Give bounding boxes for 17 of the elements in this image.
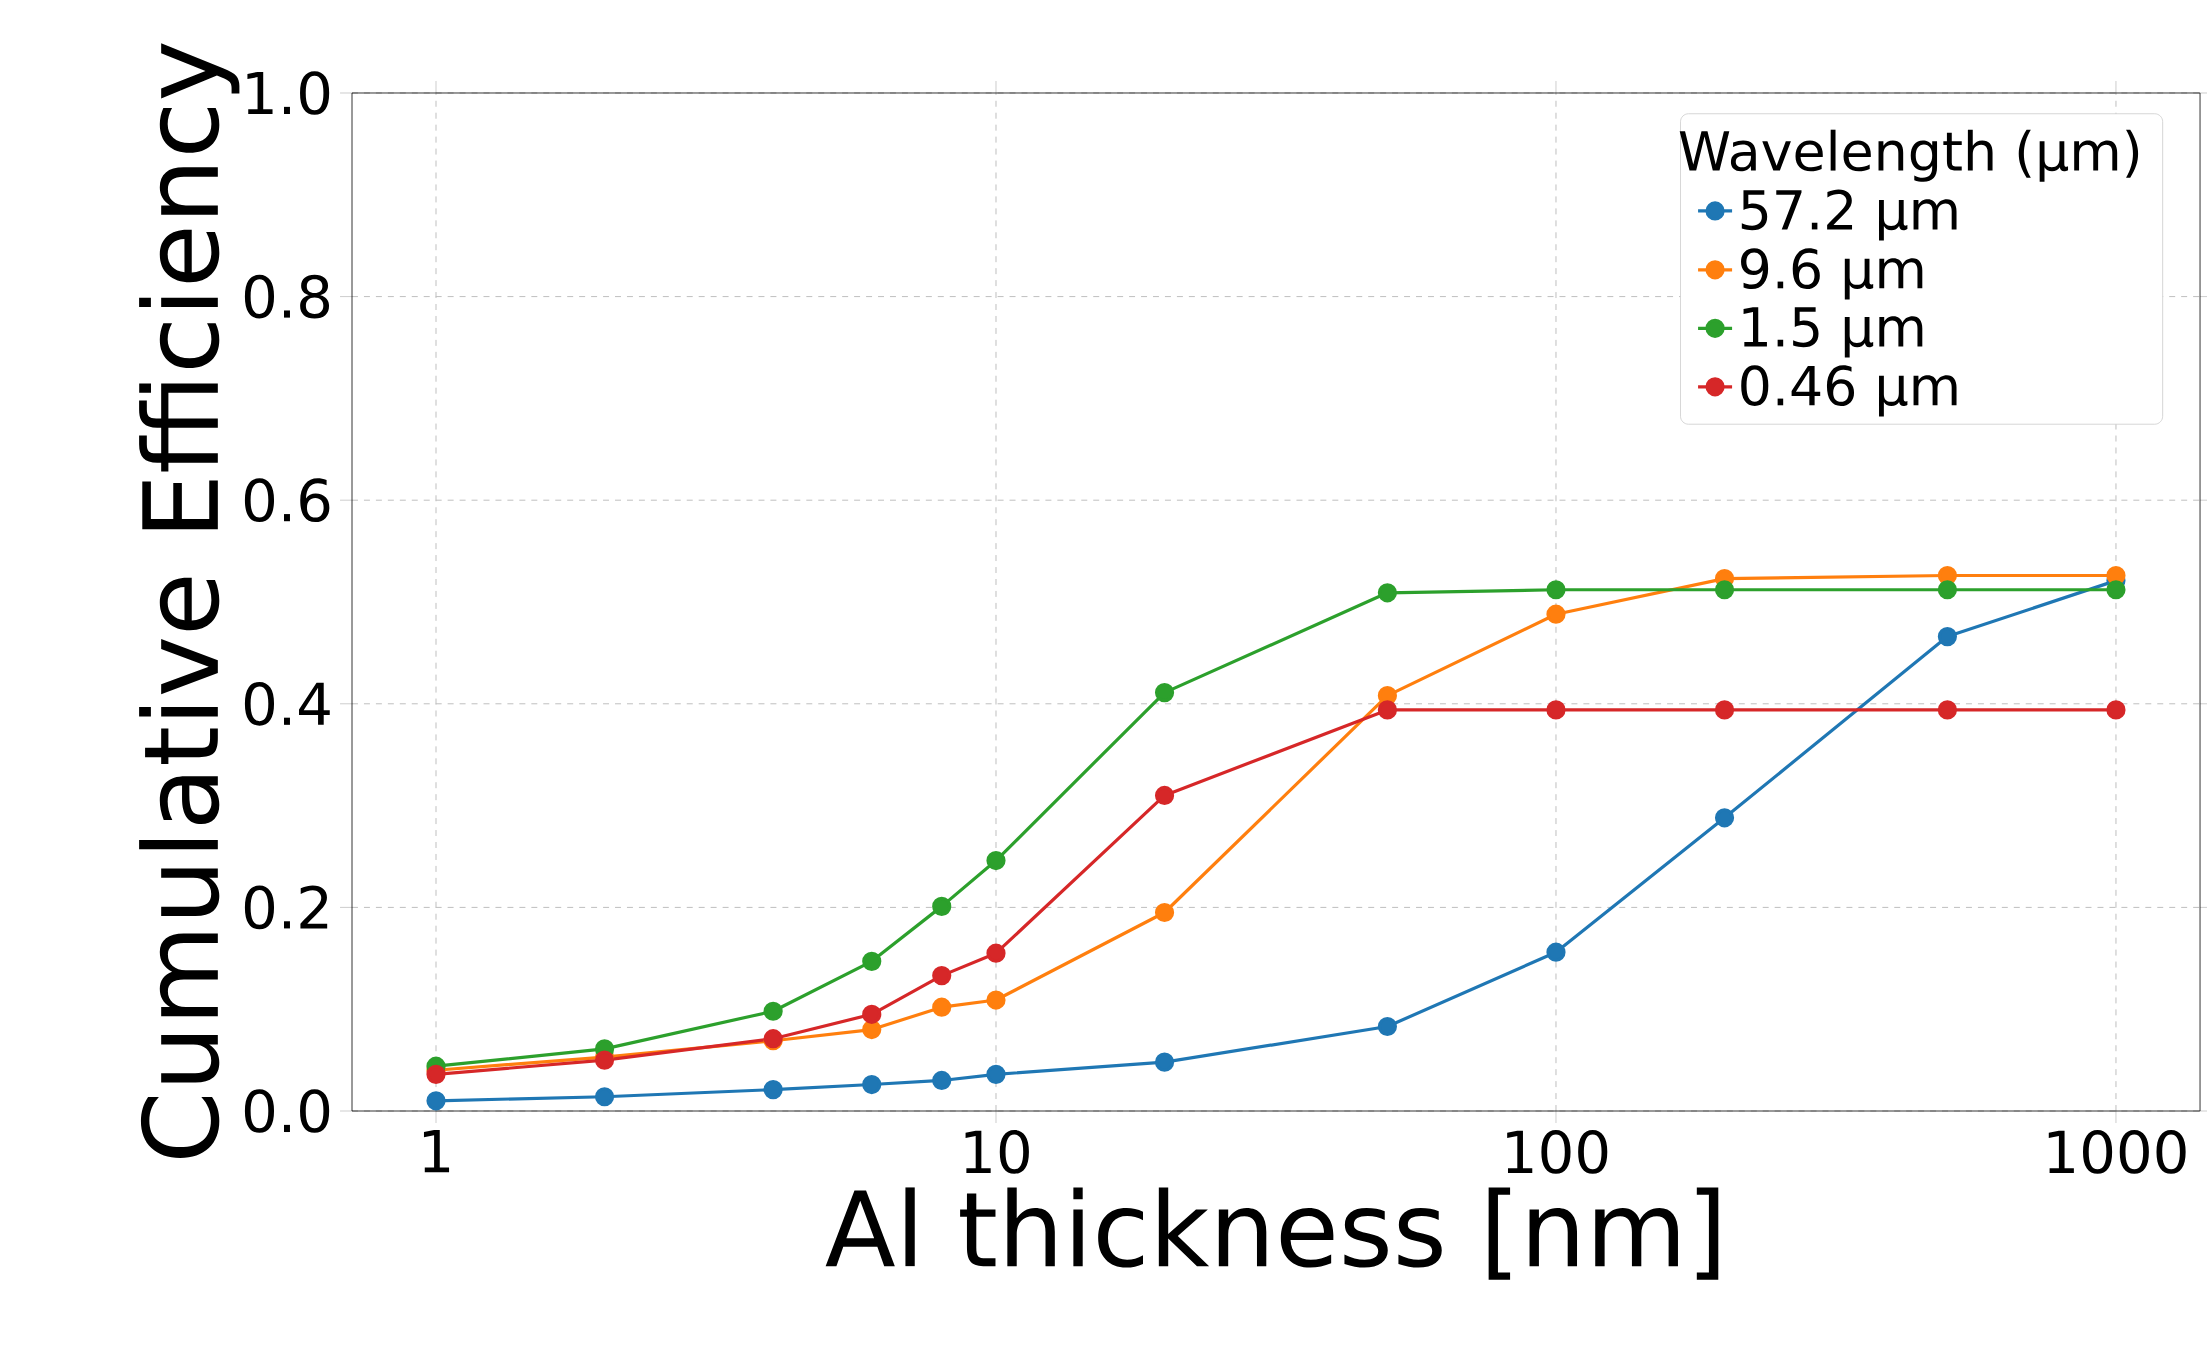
x-tick-label: 1 [423,1130,450,1173]
y-tick-label: 1.0 [247,71,330,115]
legend-label: 1.5 µm [1743,307,1923,358]
y-tick-label: 0.2 [244,885,328,930]
y-tick-label: 0.4 [244,681,330,726]
legend-title: Wavelength (µm) [1679,129,2139,182]
y-tick-label: 0.6 [244,478,330,523]
y-tick-label: 0.0 [244,1089,330,1133]
legend-label: 9.6 µm [1741,248,1923,300]
x-tick-label: 1000 [2048,1130,2186,1174]
x-tick-label: 10 [965,1130,1029,1174]
y-axis-title: Cumulative Efficiency [139,43,240,1158]
legend-label: 57.2 µm [1741,189,1957,241]
y-tick-label: 0.8 [244,274,330,319]
x-axis-title: Al thickness [nm] [825,1187,1719,1280]
x-tick-label: 100 [1507,1130,1608,1174]
legend-label: 0.46 µm [1741,365,1957,417]
